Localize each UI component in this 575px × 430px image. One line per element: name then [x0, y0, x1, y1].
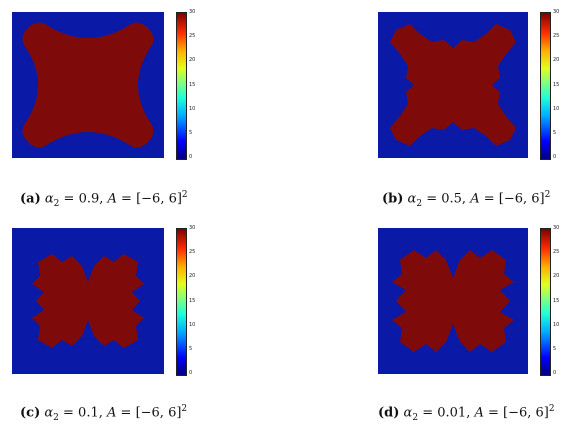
- caption-c: (c) α2 = 0.1, A = [−6, 6]2: [20, 404, 188, 423]
- colorbar-tick: 30: [189, 9, 196, 15]
- colorbar-tick: 30: [189, 225, 196, 231]
- colorbar-tick: 10: [553, 322, 560, 328]
- colorbar-tick: 5: [553, 346, 557, 352]
- colorbar-tick: 15: [189, 298, 196, 304]
- colorbar-tick: 5: [189, 346, 193, 352]
- colorbar-tick: 20: [553, 273, 560, 279]
- colorbar-tick: 20: [189, 57, 196, 63]
- colorbar-tick: 20: [553, 57, 560, 63]
- caption-a: (a) α2 = 0.9, A = [−6, 6]2: [20, 190, 188, 209]
- colorbar-tick: 30: [553, 225, 560, 231]
- colorbar-b: [540, 12, 551, 160]
- caption-d: (d) α2 = 0.01, A = [−6, 6]2: [378, 404, 555, 423]
- colorbar-d: [540, 228, 551, 376]
- fractal-plot-d: [378, 228, 528, 374]
- colorbar-tick: 10: [189, 322, 196, 328]
- colorbar-tick: 25: [189, 249, 196, 255]
- colorbar-a: [176, 12, 187, 160]
- colorbar-tick: 0: [553, 370, 557, 376]
- fractal-plot-a: [12, 12, 164, 158]
- colorbar-tick: 25: [189, 33, 196, 39]
- colorbar-tick: 15: [553, 298, 560, 304]
- fractal-shape-c: [32, 254, 144, 348]
- fractal-shape-a: [22, 22, 154, 148]
- fractal-shape-b: [390, 24, 516, 146]
- colorbar-tick: 15: [189, 82, 196, 88]
- colorbar-tick: 15: [553, 82, 560, 88]
- colorbar-tick: 5: [553, 130, 557, 136]
- colorbar-tick: 5: [189, 130, 193, 136]
- colorbar-tick: 0: [553, 154, 557, 160]
- colorbar-tick: 25: [553, 249, 560, 255]
- caption-b: (b) α2 = 0.5, A = [−6, 6]2: [382, 190, 551, 209]
- fractal-shape-d: [392, 250, 514, 352]
- colorbar-c: [176, 228, 187, 376]
- colorbar-tick: 25: [553, 33, 560, 39]
- colorbar-tick: 10: [553, 106, 560, 112]
- fractal-plot-c: [12, 228, 164, 374]
- fractal-plot-b: [378, 12, 528, 158]
- colorbar-tick: 0: [189, 370, 193, 376]
- colorbar-tick: 30: [553, 9, 560, 15]
- colorbar-tick: 0: [189, 154, 193, 160]
- colorbar-tick: 10: [189, 106, 196, 112]
- colorbar-tick: 20: [189, 273, 196, 279]
